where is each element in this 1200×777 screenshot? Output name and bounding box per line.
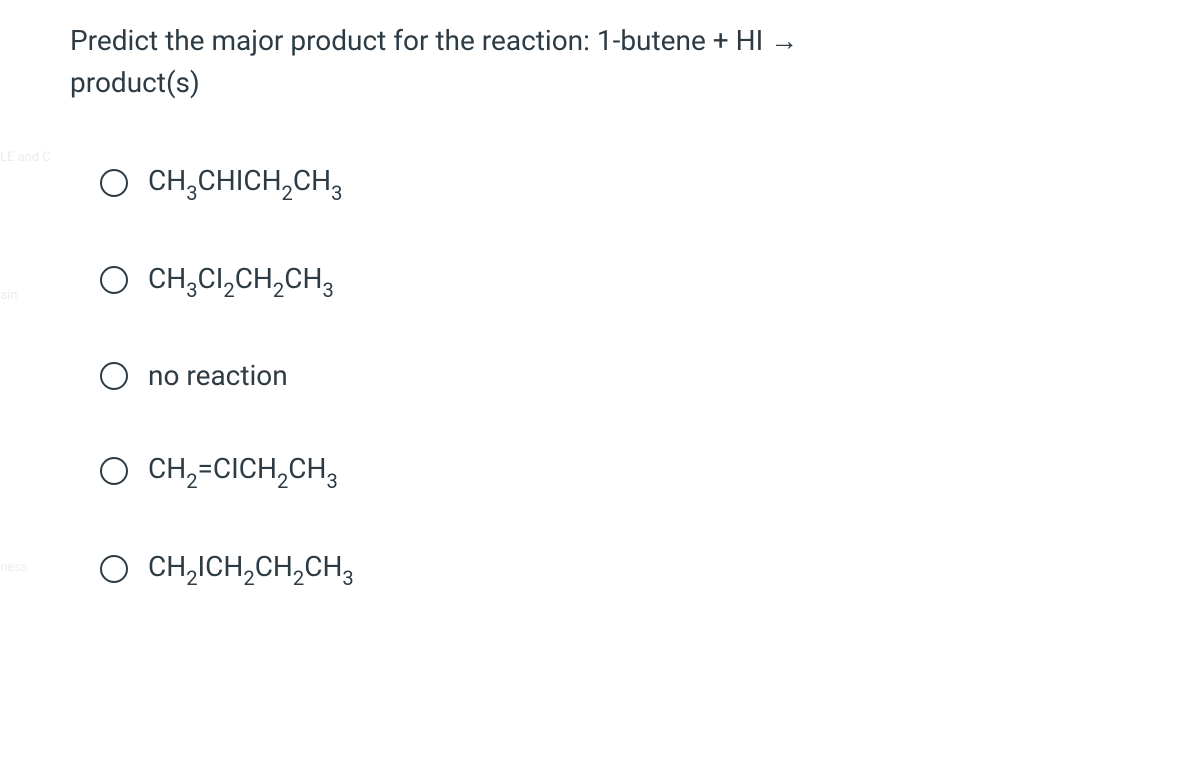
subscript: 3 <box>342 566 353 590</box>
option-row[interactable]: CH2=CICH2CH3 <box>100 452 1200 490</box>
formula-text: no reaction <box>148 359 288 392</box>
faded-text: ain <box>0 288 50 303</box>
option-label: no reaction <box>148 359 288 392</box>
option-row[interactable]: no reaction <box>100 359 1200 392</box>
option-label: CH2ICH2CH2CH3 <box>148 550 354 588</box>
formula-text: CH <box>255 550 293 583</box>
formula-text: CH <box>288 452 326 485</box>
formula-text: CH <box>148 452 186 485</box>
formula-text: CH <box>284 262 322 295</box>
option-row[interactable]: CH3CHICH2CH3 <box>100 164 1200 202</box>
radio-button[interactable] <box>100 169 128 197</box>
formula-text: CH <box>235 262 273 295</box>
question-line-2: product(s) <box>70 66 200 99</box>
subscript: 2 <box>273 278 284 302</box>
radio-button[interactable] <box>100 457 128 485</box>
formula-text: CHICH <box>198 164 282 197</box>
subscript: 2 <box>243 566 254 590</box>
subscript: 2 <box>186 469 197 493</box>
option-row[interactable]: CH2ICH2CH2CH3 <box>100 550 1200 588</box>
subscript: 3 <box>186 181 197 205</box>
subscript: 2 <box>293 566 304 590</box>
formula-text: CH <box>304 550 342 583</box>
subscript: 3 <box>331 181 342 205</box>
faded-text: ness <box>0 560 50 575</box>
question-text: Predict the major product for the reacti… <box>70 20 1200 104</box>
options-container: CH3CHICH2CH3CH3CI2CH2CH3no reactionCH2=C… <box>70 164 1200 587</box>
radio-button[interactable] <box>100 555 128 583</box>
option-label: CH3CI2CH2CH3 <box>148 262 334 300</box>
subscript: 2 <box>186 566 197 590</box>
question-line-1: Predict the major product for the reacti… <box>70 24 798 57</box>
radio-button[interactable] <box>100 362 128 390</box>
formula-text: ICH <box>198 550 244 583</box>
formula-text: CH <box>293 164 331 197</box>
subscript: 3 <box>186 278 197 302</box>
formula-text: CI <box>198 262 224 295</box>
formula-text: =CICH <box>198 452 277 485</box>
option-row[interactable]: CH3CI2CH2CH3 <box>100 262 1200 300</box>
subscript: 3 <box>326 469 337 493</box>
option-label: CH3CHICH2CH3 <box>148 164 342 202</box>
formula-text: CH <box>148 262 186 295</box>
subscript: 2 <box>282 181 293 205</box>
subscript: 2 <box>223 278 234 302</box>
formula-text: CH <box>148 550 186 583</box>
subscript: 2 <box>277 469 288 493</box>
radio-button[interactable] <box>100 266 128 294</box>
formula-text: CH <box>148 164 186 197</box>
option-label: CH2=CICH2CH3 <box>148 452 338 490</box>
subscript: 3 <box>322 278 333 302</box>
faded-text: LE and C <box>0 150 50 165</box>
